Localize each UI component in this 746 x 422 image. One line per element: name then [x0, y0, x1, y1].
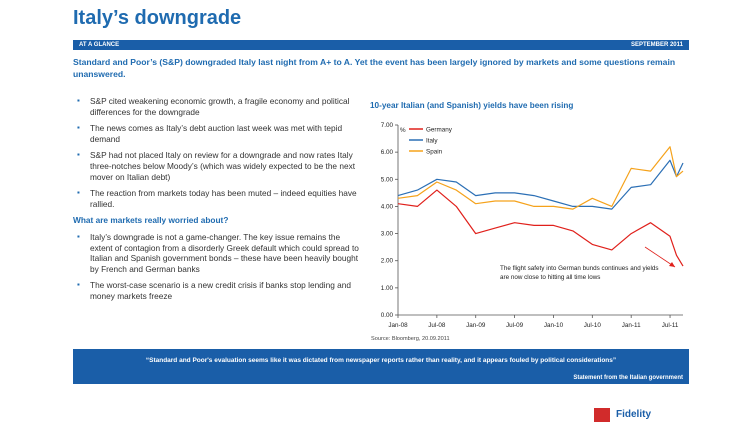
- y-tick-label: 4.00: [381, 203, 394, 210]
- x-tick-label: Jul-08: [428, 322, 446, 329]
- series-line-spain: [397, 146, 684, 210]
- chart-title: 10-year Italian (and Spanish) yields hav…: [370, 101, 574, 110]
- banner: AT A GLANCE SEPTEMBER 2011: [73, 40, 689, 50]
- subheading: What are markets really worried about?: [73, 215, 229, 226]
- x-tick-label: Jul-10: [584, 322, 602, 329]
- annotation-arrow-line: [644, 246, 676, 268]
- chart-annotation: The flight safety into German bunds cont…: [500, 265, 659, 281]
- bullet-item: S&P cited weakening economic growth, a f…: [73, 96, 365, 117]
- quote-box: “Standard and Poor's evaluation seems li…: [73, 349, 689, 384]
- legend-label: Germany: [426, 127, 453, 134]
- logo-text: Fidelity: [616, 409, 652, 420]
- y-tick-label: 7.00: [381, 122, 394, 129]
- chart-source: Source: Bloomberg, 20.09.2011: [371, 336, 450, 342]
- y-tick-label: 3.00: [381, 231, 394, 238]
- x-tick-label: Jan-09: [466, 322, 486, 329]
- x-tick-label: Jan-10: [544, 322, 564, 329]
- annotation-arrow-head: [669, 262, 675, 267]
- banner-date: SEPTEMBER 2011: [630, 42, 683, 48]
- quote-text: “Standard and Poor's evaluation seems li…: [145, 357, 617, 364]
- y-tick-label: 2.00: [381, 258, 394, 265]
- page-title: Italy’s downgrade: [73, 7, 242, 29]
- x-tick-label: Jul-11: [662, 322, 679, 329]
- legend-label: Spain: [426, 149, 443, 156]
- logo-mark-icon: [594, 408, 610, 422]
- bullet-item: Italy’s downgrade is not a game-changer.…: [73, 232, 365, 274]
- lead-paragraph: Standard and Poor’s (S&P) downgraded Ita…: [73, 57, 676, 79]
- bullet-item: The news comes as Italy’s debt auction l…: [73, 123, 365, 144]
- series-line-italy: [397, 159, 684, 210]
- x-tick-label: Jan-11: [622, 322, 641, 329]
- bullet-list-2: Italy’s downgrade is not a game-changer.…: [73, 232, 365, 302]
- left-column: S&P cited weakening economic growth, a f…: [73, 96, 365, 308]
- banner-label: AT A GLANCE: [79, 42, 120, 48]
- x-tick-label: Jul-09: [506, 322, 524, 329]
- x-tick-label: Jan-08: [388, 322, 408, 329]
- legend-label: Italy: [426, 138, 438, 145]
- y-tick-label: 1.00: [381, 285, 394, 292]
- y-axis-unit: %: [400, 127, 406, 134]
- bullet-list-1: S&P cited weakening economic growth, a f…: [73, 96, 365, 209]
- bullet-item: S&P had not placed Italy on review for a…: [73, 150, 365, 182]
- bullet-item: The reaction from markets today has been…: [73, 188, 365, 209]
- y-tick-label: 0.00: [381, 312, 394, 319]
- quote-source: Statement from the Italian government: [573, 375, 683, 381]
- y-tick-label: 6.00: [381, 149, 394, 156]
- bullet-item: The worst-case scenario is a new credit …: [73, 280, 365, 301]
- series-line-germany: [397, 189, 684, 267]
- y-tick-label: 5.00: [381, 176, 394, 183]
